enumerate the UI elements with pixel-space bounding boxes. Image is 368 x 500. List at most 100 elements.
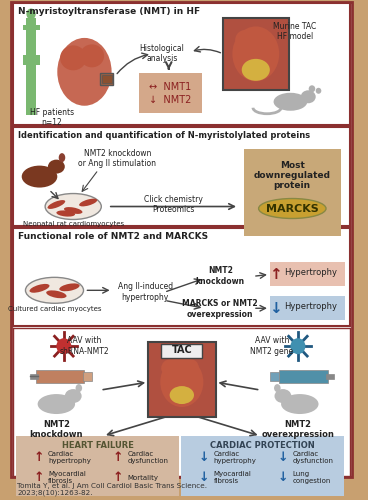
Ellipse shape (64, 207, 82, 214)
Ellipse shape (29, 284, 49, 292)
Text: N-myristoyltransferase (NMT) in HF: N-myristoyltransferase (NMT) in HF (18, 7, 200, 16)
Text: ↓: ↓ (199, 472, 209, 484)
Ellipse shape (22, 166, 57, 188)
Ellipse shape (56, 338, 71, 354)
Bar (13, 3, 350, 124)
Bar (148, 342, 216, 417)
Text: ↓: ↓ (199, 452, 209, 464)
Bar (82, 372, 92, 381)
Bar (223, 18, 289, 90)
Text: ↑: ↑ (269, 267, 282, 282)
Bar (326, 374, 333, 379)
Text: Neonatal rat cardiomyocytes: Neonatal rat cardiomyocytes (23, 222, 124, 228)
Text: Lung
congestion: Lung congestion (292, 472, 331, 484)
Text: ↓: ↓ (278, 472, 288, 484)
Bar (270, 372, 279, 381)
Ellipse shape (38, 394, 75, 414)
Text: Cultured cardiac myocytes: Cultured cardiac myocytes (8, 306, 101, 312)
Text: HEART FAILURE: HEART FAILURE (61, 441, 134, 450)
Ellipse shape (316, 88, 321, 94)
Bar (244, 148, 341, 236)
Ellipse shape (59, 284, 79, 292)
Text: ↔  NMT1: ↔ NMT1 (149, 82, 192, 92)
Ellipse shape (59, 153, 65, 162)
Text: ↑: ↑ (113, 472, 123, 484)
Text: MARCKS: MARCKS (266, 204, 319, 214)
Bar (13, 126, 350, 226)
Bar (161, 344, 202, 358)
Ellipse shape (160, 357, 204, 407)
Bar (36, 370, 84, 383)
Text: MARCKS or NMT2
overexpression: MARCKS or NMT2 overexpression (183, 300, 258, 318)
Ellipse shape (45, 194, 101, 220)
Text: AAV with
shRNA-NMT2: AAV with shRNA-NMT2 (60, 336, 109, 355)
Ellipse shape (56, 210, 75, 216)
Text: NMT2
overexpression: NMT2 overexpression (262, 420, 335, 440)
Text: Histological
analysis: Histological analysis (140, 44, 185, 64)
Text: Cardiac
dysfunction: Cardiac dysfunction (292, 452, 333, 464)
Text: NMT2 knockdown
or Ang II stimulation: NMT2 knockdown or Ang II stimulation (78, 148, 156, 168)
Text: Myocardial
fibrosis: Myocardial fibrosis (48, 472, 86, 484)
Text: Myocardial
fibrosis: Myocardial fibrosis (214, 472, 252, 484)
Text: CARDIAC PROTECTION: CARDIAC PROTECTION (210, 441, 315, 450)
Text: Most
downregulated
protein: Most downregulated protein (254, 160, 331, 190)
Text: Cardiac
hypertrophy: Cardiac hypertrophy (48, 452, 91, 464)
Ellipse shape (26, 8, 36, 20)
Text: ↑: ↑ (33, 452, 44, 464)
Text: ↓  NMT2: ↓ NMT2 (149, 95, 192, 105)
Bar (16, 436, 179, 496)
Ellipse shape (57, 38, 112, 106)
Text: Murine TAC
HF model: Murine TAC HF model (273, 22, 317, 42)
Ellipse shape (80, 44, 104, 68)
Text: ↑: ↑ (113, 452, 123, 464)
Ellipse shape (273, 93, 307, 110)
Polygon shape (23, 18, 39, 114)
Bar (181, 436, 344, 496)
Text: AAV with
NMT2 gene: AAV with NMT2 gene (250, 336, 293, 355)
Text: Identification and quantification of N-myristolylated proteins: Identification and quantification of N-m… (18, 130, 310, 140)
Text: ↓: ↓ (278, 452, 288, 464)
Ellipse shape (79, 198, 97, 206)
Text: Cardiac
hypertrophy: Cardiac hypertrophy (214, 452, 256, 464)
Text: HF patients
n=12: HF patients n=12 (29, 108, 74, 127)
Text: Mortality: Mortality (128, 475, 159, 481)
Ellipse shape (25, 278, 84, 303)
Bar (30, 374, 38, 379)
Ellipse shape (255, 31, 273, 49)
Text: Ang II-induced
hypertrophy: Ang II-induced hypertrophy (118, 282, 173, 302)
Ellipse shape (170, 386, 194, 404)
Bar (100, 73, 113, 85)
Ellipse shape (47, 200, 65, 209)
Ellipse shape (65, 389, 82, 403)
Ellipse shape (60, 46, 86, 70)
Ellipse shape (48, 160, 65, 173)
Text: Cardiac
dysfunction: Cardiac dysfunction (128, 452, 169, 464)
Ellipse shape (281, 394, 319, 414)
Bar (270, 262, 345, 286)
Text: Hypertrophy: Hypertrophy (284, 268, 337, 277)
Text: ↑: ↑ (33, 472, 44, 484)
Ellipse shape (274, 384, 281, 392)
Bar (13, 328, 350, 476)
Bar (13, 228, 350, 326)
Bar (279, 370, 328, 383)
Text: Functional role of NMT2 and MARCKS: Functional role of NMT2 and MARCKS (18, 232, 208, 241)
Ellipse shape (75, 384, 82, 392)
Text: Tomita Y, et al. J Am Coll Cardiol Basic Trans Science.
2023;8(10):1263-82.: Tomita Y, et al. J Am Coll Cardiol Basic… (17, 483, 207, 496)
Ellipse shape (232, 26, 279, 82)
Ellipse shape (235, 30, 256, 50)
Text: ↓: ↓ (269, 301, 282, 316)
Text: Click chemistry
Proteomics: Click chemistry Proteomics (144, 194, 203, 214)
Ellipse shape (301, 90, 316, 104)
Ellipse shape (309, 86, 315, 92)
Text: NMT2
knockdown: NMT2 knockdown (29, 420, 83, 440)
Ellipse shape (182, 359, 199, 375)
Ellipse shape (242, 59, 270, 81)
Text: TAC: TAC (171, 345, 192, 355)
Text: Hypertrophy: Hypertrophy (284, 302, 337, 311)
Bar (270, 296, 345, 320)
Ellipse shape (161, 359, 180, 377)
Ellipse shape (259, 198, 326, 218)
Ellipse shape (290, 338, 305, 354)
Ellipse shape (46, 290, 67, 298)
